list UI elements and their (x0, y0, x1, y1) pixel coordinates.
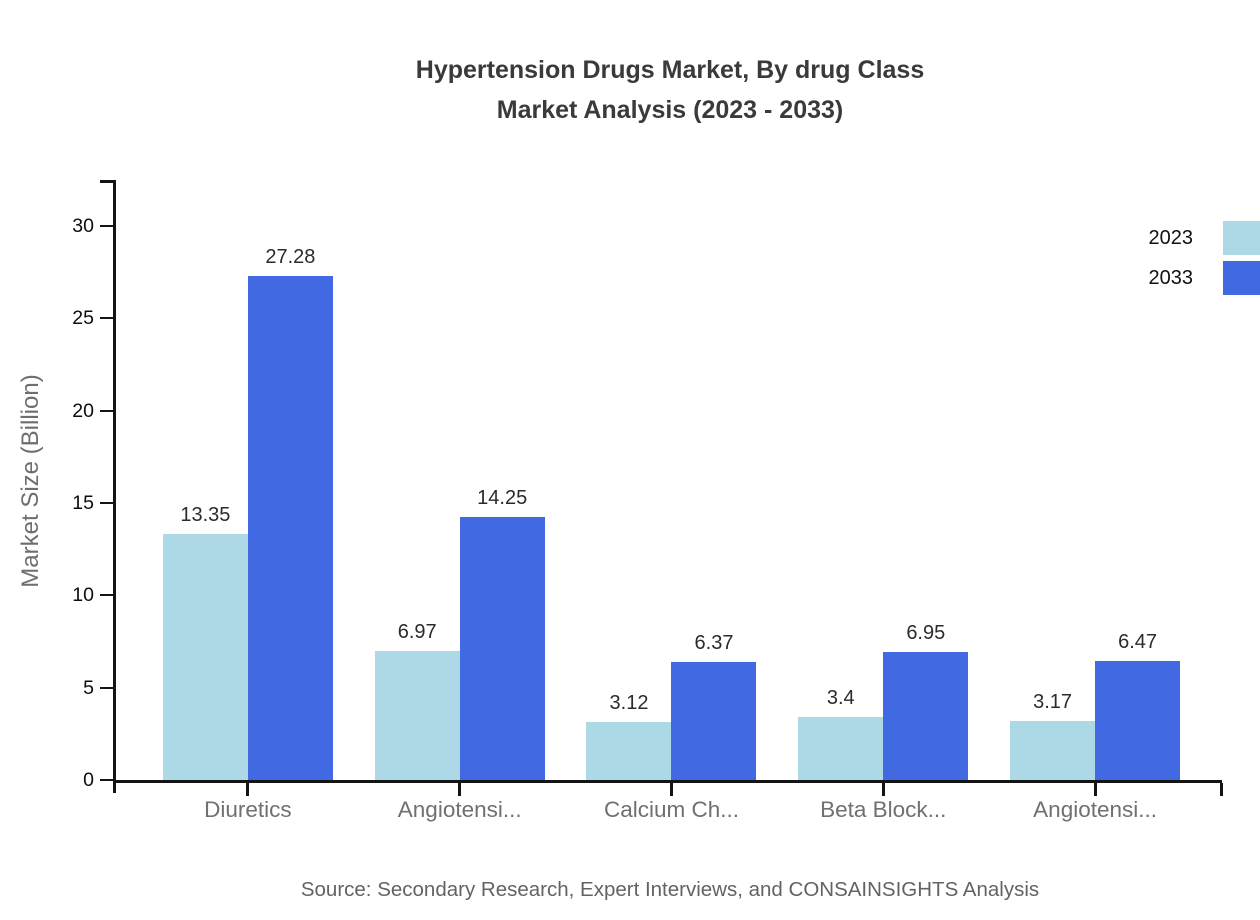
x-axis-tick (881, 783, 885, 796)
chart-title: Hypertension Drugs Market, By drug Class… (90, 50, 1250, 130)
bar-group: 3.12 6.37 (566, 180, 778, 780)
bar: 27.28 (247, 246, 333, 780)
bar: 6.95 (883, 622, 969, 780)
legend-swatch (1223, 221, 1260, 255)
y-axis-tick (100, 594, 113, 597)
source-note: Source: Secondary Research, Expert Inter… (300, 878, 1040, 901)
plot-area: 0 5 10 15 20 25 30 13.35 27.28 Diuretics 6.97 14.25… (72, 180, 1223, 822)
chart-title-line2: Market Analysis (2023 - 2033) (496, 96, 844, 124)
y-axis-tick-label: 0 (83, 769, 94, 791)
y-axis-tick (100, 686, 113, 689)
y-axis-tick-label: 5 (83, 676, 94, 699)
chart-title-line1: Hypertension Drugs Market, By drug Class (415, 56, 925, 84)
y-axis-tick-label: 25 (72, 307, 94, 330)
x-axis-line (113, 780, 1222, 783)
x-axis-tick (1093, 783, 1097, 796)
bar-group: 13.35 27.28 (142, 180, 354, 780)
bar: 13.35 (162, 504, 248, 780)
bar-value-label: 27.28 (265, 246, 316, 269)
y-axis-tick (100, 317, 113, 320)
bar-value-label: 14.25 (477, 486, 528, 509)
bar-group: 6.97 14.25 (354, 180, 566, 780)
legend-label: 2033 (1148, 266, 1194, 289)
y-axis-tick-label: 15 (72, 492, 94, 515)
y-axis-top-cap-tick (100, 180, 113, 183)
bar-value-label: 6.97 (397, 621, 437, 644)
x-axis-category-label: Angiotensi... (1033, 797, 1157, 822)
legend: 2023 2033 (1149, 221, 1260, 301)
y-axis-tick (100, 779, 113, 781)
bar-value-label: 13.35 (180, 503, 231, 526)
bar: 3.12 (586, 692, 672, 780)
bar: 6.97 (374, 621, 460, 780)
bar-value-label: 6.37 (694, 632, 734, 655)
bar-value-label: 6.95 (906, 621, 946, 644)
legend-item: 2033 (1149, 261, 1260, 295)
legend-item: 2023 (1149, 221, 1260, 255)
y-axis-title: Market Size (Billion) (17, 374, 44, 588)
y-axis-tick-label: 10 (72, 584, 94, 607)
bar: 14.25 (459, 487, 545, 780)
bar: 6.47 (1095, 631, 1181, 780)
bar-group: 3.4 6.95 (777, 180, 989, 780)
bar: 3.4 (798, 687, 884, 780)
x-axis-category-label: Calcium Ch... (603, 797, 740, 822)
x-axis-category-label: Diuretics (204, 797, 292, 822)
y-axis-tick (100, 225, 113, 228)
legend-label: 2023 (1148, 226, 1194, 249)
y-axis-tick (100, 409, 113, 412)
x-axis-category-label: Beta Block... (820, 797, 947, 822)
y-axis-line (113, 180, 116, 793)
x-axis-end-tick (1220, 783, 1223, 796)
bar-value-label: 6.47 (1118, 630, 1158, 653)
bar: 6.37 (671, 632, 757, 780)
y-axis-tick (100, 502, 113, 505)
bar-group: 3.17 6.47 (989, 180, 1201, 780)
bar-value-label: 3.17 (1033, 691, 1073, 714)
x-axis-tick (458, 783, 462, 796)
x-axis-tick (670, 783, 673, 796)
x-axis-category-label: Angiotensi... (397, 797, 522, 822)
y-axis-tick-label: 30 (72, 215, 94, 238)
y-axis-tick-label: 20 (72, 399, 94, 422)
legend-swatch (1223, 261, 1260, 295)
bar: 3.17 (1010, 691, 1096, 780)
bar-value-label: 3.12 (609, 692, 649, 715)
bar-value-label: 3.4 (826, 687, 855, 710)
x-axis-tick (246, 783, 250, 796)
